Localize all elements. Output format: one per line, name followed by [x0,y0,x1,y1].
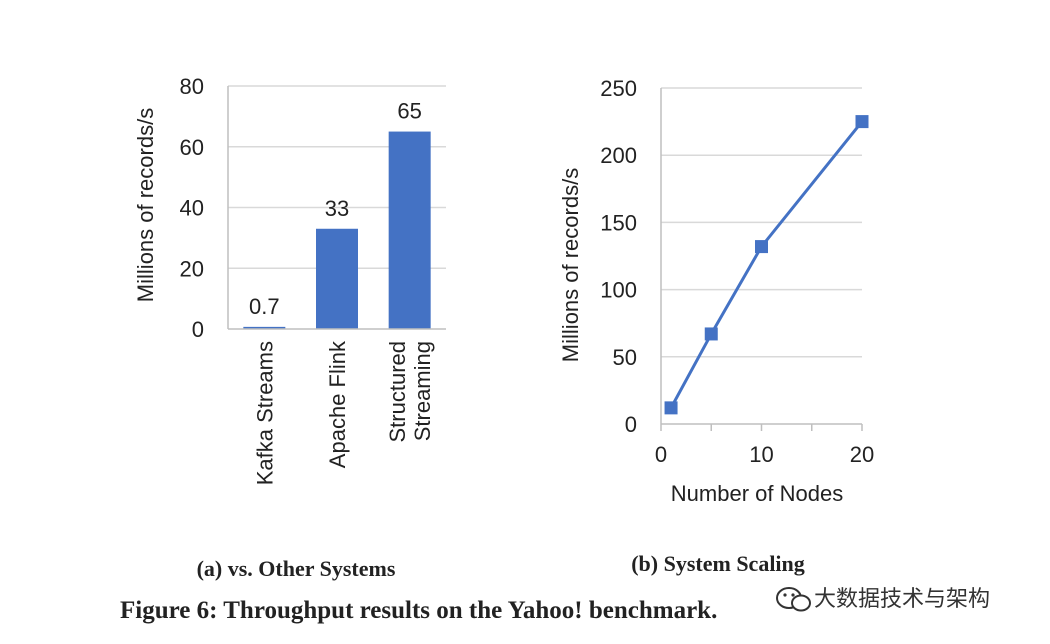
data-point [755,240,768,254]
y-tick-labels: 0 50 100 150 200 250 [600,76,637,437]
x-tick-label: 10 [749,442,773,467]
data-label: 0.7 [249,294,280,319]
y-tick-label: 0 [192,317,204,342]
x-tick-label: Kafka Streams [252,341,277,485]
x-tick-label: 20 [850,442,874,467]
bar [388,131,431,329]
bar [243,326,286,329]
y-tick-label: 50 [613,345,637,370]
data-point [855,115,869,129]
x-tick-labels: Kafka Streams Apache Flink Structured Strea… [252,340,435,485]
bars [243,131,431,329]
y-axis-label: Millions of records/s [558,168,583,362]
y-tick-labels: 0 20 40 60 80 [180,74,204,342]
line-chart-panel: 0 50 100 150 200 250 0 10 20 Number of Nodes Mi… [558,76,874,506]
y-tick-label: 60 [180,135,204,160]
x-tick-label-line: Streaming [410,341,435,441]
y-axis-label: Millions of records/s [133,108,158,302]
gridlines [661,87,862,358]
wechat-icon [776,587,811,612]
axes [227,86,446,330]
y-tick-label: 0 [625,412,637,437]
x-tick-marks [660,424,863,431]
bar-chart-panel: 0 20 40 60 80 Kafka Streams Apache Flink Struc… [133,74,446,485]
data-labels: 0.7 33 65 [249,99,422,319]
data-label: 33 [325,196,349,221]
figure-caption: Figure 6: Throughput results on the Yaho… [120,597,717,624]
x-tick-label-line: Apache Flink [325,340,350,468]
subcaption-b: (b) System Scaling [631,551,805,576]
x-tick-label-line: Structured [385,341,410,443]
data-point [704,327,718,341]
series-line [669,120,864,409]
x-tick-label: Structured Streaming [385,341,435,443]
x-tick-label-line: Kafka Streams [252,341,277,485]
y-tick-label: 200 [600,143,637,168]
data-label: 65 [397,99,421,124]
data-point [664,401,678,415]
y-tick-label: 20 [180,256,204,281]
y-tick-label: 250 [600,76,637,101]
y-tick-label: 40 [180,196,204,221]
series-markers [664,115,869,415]
x-axis-label: Number of Nodes [671,481,843,506]
y-tick-label: 150 [600,210,637,235]
x-tick-label: Apache Flink [325,340,350,468]
x-tick-labels: 0 10 20 [655,442,874,467]
subcaption-a: (a) vs. Other Systems [197,556,396,581]
y-tick-label: 100 [600,278,637,303]
bar [316,228,358,329]
watermark-text: 大数据技术与架构 [814,587,990,612]
x-tick-label: 0 [655,442,667,467]
watermark: 大数据技术与架构 [770,578,1032,618]
y-tick-label: 80 [180,74,204,99]
